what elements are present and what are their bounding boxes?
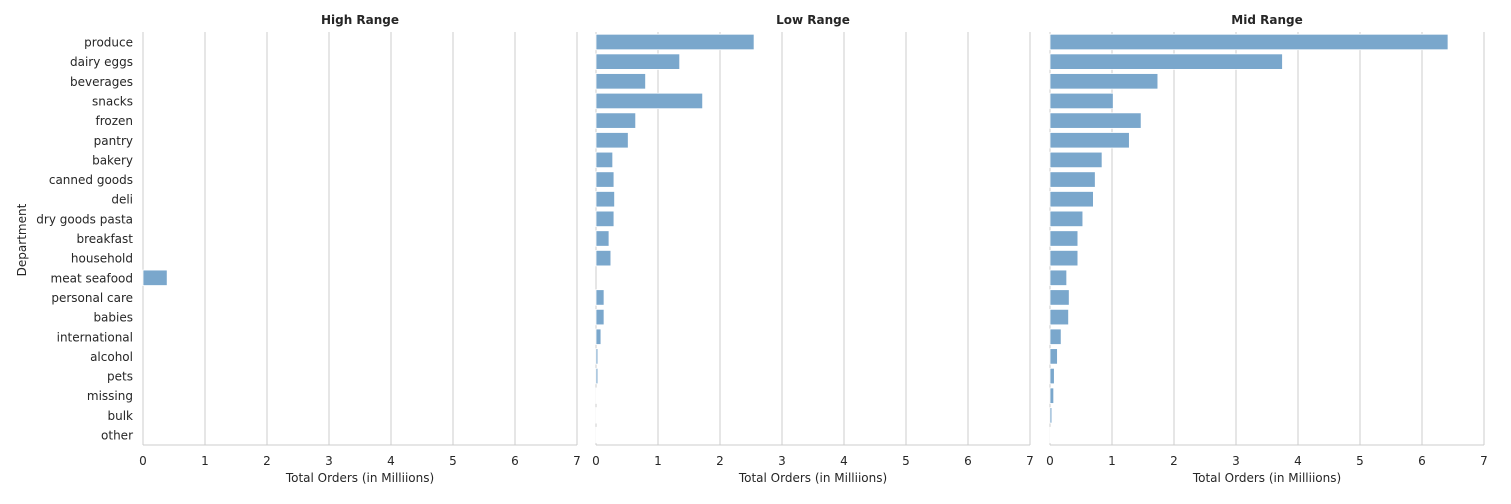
bar-snacks bbox=[1049, 92, 1114, 110]
category-label: deli bbox=[111, 193, 133, 207]
category-label: frozen bbox=[95, 114, 133, 128]
bar-meat-seafood bbox=[1049, 269, 1068, 286]
bar-frozen bbox=[1049, 112, 1142, 129]
bar-household bbox=[595, 249, 612, 267]
x-tick-label: 3 bbox=[325, 454, 333, 468]
category-label: pets bbox=[107, 370, 133, 384]
category-label: canned goods bbox=[49, 173, 133, 187]
bar-frozen bbox=[595, 112, 637, 129]
bar-alcohol bbox=[1049, 348, 1058, 365]
x-tick-label: 5 bbox=[449, 454, 457, 468]
x-tick-label: 4 bbox=[387, 454, 395, 468]
bar-personal-care bbox=[595, 289, 605, 306]
bar-babies bbox=[1049, 308, 1070, 326]
bar-pantry bbox=[1049, 132, 1130, 149]
category-label: missing bbox=[87, 389, 133, 403]
category-label: personal care bbox=[51, 291, 133, 305]
x-tick-label: 1 bbox=[201, 454, 209, 468]
bar-pets bbox=[1049, 367, 1055, 385]
category-label: other bbox=[101, 429, 133, 443]
panel-title: Low Range bbox=[776, 13, 850, 27]
bar-meat-seafood bbox=[142, 269, 168, 286]
bar-snacks bbox=[595, 92, 704, 110]
x-axis-label: Total Orders (in Milliions) bbox=[285, 471, 434, 485]
bar-breakfast bbox=[1049, 230, 1079, 247]
bar-missing bbox=[1049, 387, 1055, 404]
bar-dairy-eggs bbox=[595, 53, 681, 70]
category-label: babies bbox=[93, 311, 133, 325]
x-tick-label: 6 bbox=[1418, 454, 1426, 468]
x-tick-label: 0 bbox=[1046, 454, 1054, 468]
bar-bakery bbox=[595, 151, 614, 169]
bar-beverages bbox=[1049, 73, 1159, 90]
category-label: dairy eggs bbox=[70, 55, 133, 69]
bar-bakery bbox=[1049, 151, 1103, 169]
x-tick-label: 5 bbox=[1356, 454, 1364, 468]
bar-dry-goods-pasta bbox=[595, 210, 615, 228]
x-tick-label: 0 bbox=[592, 454, 600, 468]
category-label: beverages bbox=[70, 75, 133, 89]
bar-deli bbox=[595, 191, 616, 208]
x-tick-label: 6 bbox=[964, 454, 972, 468]
bar-produce bbox=[1049, 33, 1449, 51]
bar-personal-care bbox=[1049, 289, 1070, 306]
bar-alcohol bbox=[595, 348, 599, 365]
x-tick-label: 4 bbox=[1294, 454, 1302, 468]
bar-dry-goods-pasta bbox=[1049, 210, 1084, 228]
category-label: international bbox=[57, 330, 133, 344]
category-label: pantry bbox=[94, 134, 133, 148]
x-tick-label: 3 bbox=[1232, 454, 1240, 468]
bar-other bbox=[1049, 426, 1052, 444]
bar-dairy-eggs bbox=[1049, 53, 1283, 70]
panel-title: High Range bbox=[321, 13, 399, 27]
category-label: snacks bbox=[92, 94, 133, 108]
category-label: dry goods pasta bbox=[36, 212, 133, 226]
y-axis-label: Department bbox=[15, 203, 29, 276]
bar-pets bbox=[595, 367, 599, 385]
bar-breakfast bbox=[595, 230, 610, 247]
x-axis-label: Total Orders (in Milliions) bbox=[1192, 471, 1341, 485]
category-label: bakery bbox=[92, 153, 133, 167]
category-label: alcohol bbox=[90, 350, 133, 364]
x-tick-label: 3 bbox=[778, 454, 786, 468]
bar-bulk bbox=[595, 407, 598, 424]
bar-babies bbox=[595, 308, 605, 326]
category-label: meat seafood bbox=[51, 271, 133, 285]
bar-other bbox=[595, 426, 598, 444]
x-tick-label: 7 bbox=[573, 454, 581, 468]
bar-bulk bbox=[1049, 407, 1053, 424]
category-label: breakfast bbox=[76, 232, 133, 246]
category-label: household bbox=[71, 252, 133, 266]
x-tick-label: 7 bbox=[1026, 454, 1034, 468]
bar-produce bbox=[595, 33, 755, 51]
x-tick-label: 2 bbox=[716, 454, 724, 468]
bar-missing bbox=[595, 387, 598, 404]
panel-title: Mid Range bbox=[1231, 13, 1302, 27]
x-tick-label: 2 bbox=[263, 454, 271, 468]
bar-international bbox=[1049, 328, 1062, 345]
bar-deli bbox=[1049, 191, 1094, 208]
bar-beverages bbox=[595, 73, 646, 90]
bar-canned-goods bbox=[1049, 171, 1096, 188]
x-tick-label: 0 bbox=[139, 454, 147, 468]
bar-pantry bbox=[595, 132, 629, 149]
x-tick-label: 7 bbox=[1480, 454, 1488, 468]
x-tick-label: 2 bbox=[1170, 454, 1178, 468]
bar-household bbox=[1049, 249, 1079, 267]
x-tick-label: 1 bbox=[654, 454, 662, 468]
category-label: bulk bbox=[107, 409, 133, 423]
x-axis-label: Total Orders (in Milliions) bbox=[738, 471, 887, 485]
category-label: produce bbox=[84, 36, 133, 50]
x-tick-label: 6 bbox=[511, 454, 519, 468]
x-tick-label: 1 bbox=[1108, 454, 1116, 468]
bar-international bbox=[595, 328, 602, 345]
bar-canned-goods bbox=[595, 171, 615, 188]
x-tick-label: 4 bbox=[840, 454, 848, 468]
x-tick-label: 5 bbox=[902, 454, 910, 468]
